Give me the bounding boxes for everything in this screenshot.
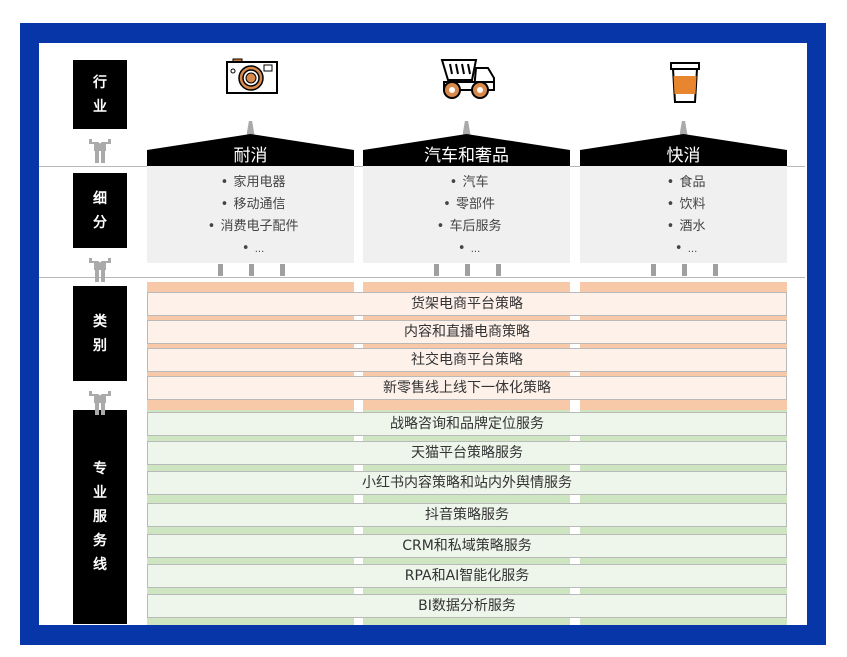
side-label: 行业 <box>73 60 127 129</box>
bullet-icon: • <box>674 241 683 256</box>
segment-label: 食品 <box>679 175 706 190</box>
segment-item: • 饮料 <box>580 194 787 216</box>
industry-title: 耐消 <box>233 146 268 166</box>
segment-item: • 消费电子配件 <box>147 216 354 238</box>
industry-header: 汽车和奢品 <box>363 134 570 166</box>
side-label-char: 细 <box>93 190 107 207</box>
side-label-char: 服 <box>93 509 107 525</box>
segment-label: 汽车 <box>462 175 489 190</box>
industry-title: 汽车和奢品 <box>424 146 509 166</box>
bullet-icon: • <box>666 219 675 234</box>
segment-item: • 零部件 <box>363 194 570 216</box>
industry-title: 快消 <box>666 146 701 166</box>
bullet-icon: • <box>449 175 458 190</box>
category-row: 内容和直播电商策略 <box>147 320 787 344</box>
industry-header: 快消 <box>580 134 787 166</box>
segment-label: 消费电子配件 <box>220 219 299 234</box>
person-figure-icon <box>87 391 113 415</box>
segment-item: • 家用电器 <box>147 172 354 194</box>
segment-item: • 酒水 <box>580 216 787 238</box>
service-row: CRM和私域策略服务 <box>147 534 787 558</box>
segment-list: • 汽车 • 零部件 • 车后服务 •... <box>363 166 570 263</box>
segment-label: 酒水 <box>679 219 706 234</box>
side-label: 细分 <box>73 173 127 248</box>
side-label-char: 线 <box>93 557 107 573</box>
bullet-icon: • <box>241 241 250 256</box>
truck-icon <box>440 58 496 102</box>
side-label-char: 分 <box>93 214 107 231</box>
segment-label: ... <box>254 244 265 255</box>
bullet-icon: • <box>457 241 466 256</box>
easel-leg <box>464 264 470 276</box>
coffee-cup-icon <box>657 62 713 106</box>
easel-leg <box>217 264 223 276</box>
easel-leg <box>712 264 718 276</box>
category-row: 货架电商平台策略 <box>147 292 787 316</box>
segment-label: ... <box>687 244 698 255</box>
segment-label: ... <box>470 244 481 255</box>
easel-leg <box>650 264 656 276</box>
side-label-char: 业 <box>93 485 107 501</box>
service-row: 小红书内容策略和站内外舆情服务 <box>147 471 787 495</box>
side-label-char: 务 <box>93 533 107 549</box>
bullet-icon: • <box>666 197 675 212</box>
bullet-icon: • <box>220 197 229 212</box>
segment-label: 饮料 <box>679 197 706 212</box>
easel-leg <box>495 264 501 276</box>
side-label: 类别 <box>73 286 127 381</box>
service-row: 天猫平台策略服务 <box>147 441 787 465</box>
person-figure-icon <box>87 139 113 163</box>
service-row: RPA和AI智能化服务 <box>147 564 787 588</box>
easel-leg <box>279 264 285 276</box>
side-label: 专业服务线 <box>73 410 127 624</box>
category-row: 新零售线上线下一体化策略 <box>147 376 787 400</box>
person-figure-icon <box>87 258 113 282</box>
side-label-char: 行 <box>93 74 107 91</box>
industry-header: 耐消 <box>147 134 354 166</box>
bullet-icon: • <box>436 219 445 234</box>
divider-line <box>39 277 805 278</box>
roof-spire <box>246 121 255 135</box>
segment-item: •... <box>147 238 354 260</box>
side-label-char: 业 <box>93 98 107 115</box>
side-label-char: 类 <box>93 313 107 330</box>
segment-list: • 食品 • 饮料 • 酒水 •... <box>580 166 787 263</box>
segment-item: •... <box>363 238 570 260</box>
segment-label: 家用电器 <box>233 175 286 190</box>
camera-icon <box>224 58 280 102</box>
segment-item: •... <box>580 238 787 260</box>
segment-item: • 车后服务 <box>363 216 570 238</box>
segment-label: 零部件 <box>455 197 495 212</box>
easel-leg <box>433 264 439 276</box>
side-label-char: 专 <box>93 461 107 477</box>
bullet-icon: • <box>443 197 451 212</box>
segment-item: • 移动通信 <box>147 194 354 216</box>
segment-label: 车后服务 <box>449 219 502 234</box>
segment-list: • 家用电器 • 移动通信 • 消费电子配件 •... <box>147 166 354 263</box>
easel-leg <box>248 264 254 276</box>
bullet-icon: • <box>666 175 675 190</box>
service-row: 战略咨询和品牌定位服务 <box>147 412 787 436</box>
bullet-icon: • <box>207 219 216 234</box>
roof-spire <box>462 121 471 135</box>
roof-spire <box>679 121 688 135</box>
service-row: BI数据分析服务 <box>147 594 787 618</box>
bullet-icon: • <box>220 175 229 190</box>
side-label-char: 别 <box>93 337 107 354</box>
service-row: 抖音策略服务 <box>147 503 787 527</box>
category-row: 社交电商平台策略 <box>147 348 787 372</box>
segment-item: • 汽车 <box>363 172 570 194</box>
easel-leg <box>681 264 687 276</box>
segment-item: • 食品 <box>580 172 787 194</box>
segment-label: 移动通信 <box>233 197 286 212</box>
